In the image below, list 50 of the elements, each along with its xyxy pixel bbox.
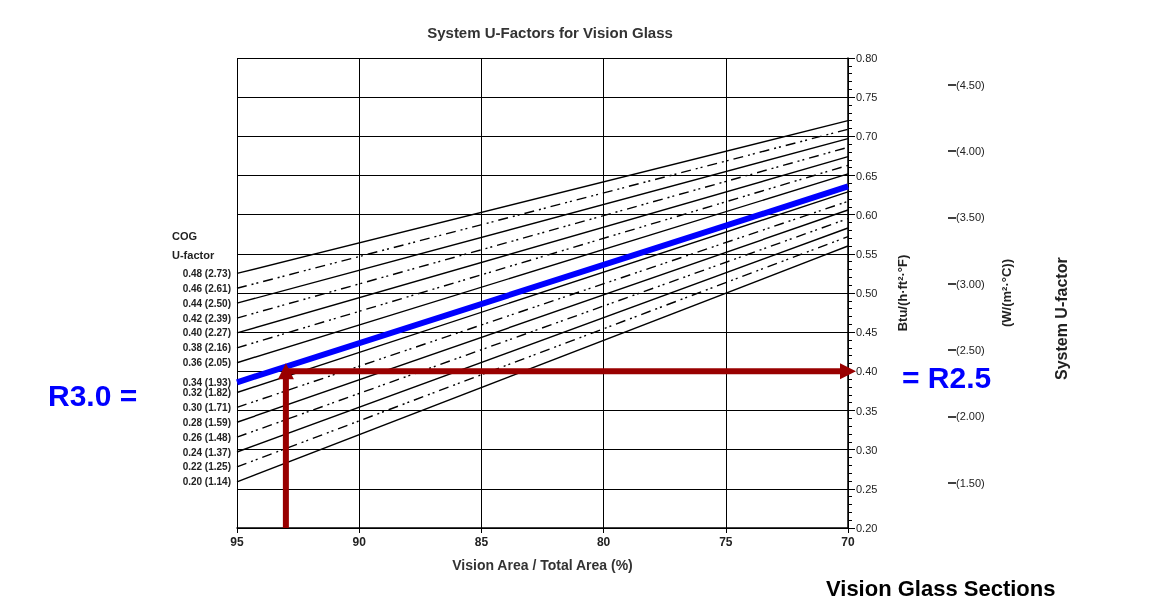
y2-axis-title: (W/(m²·°C)): [999, 258, 1014, 328]
y2-tick-label: (3.00): [956, 277, 985, 290]
y-tick-label: 0.35: [856, 404, 878, 417]
text: System U-factor: [1052, 257, 1070, 380]
y2-tick-label: (4.00): [956, 144, 985, 157]
series-label: 0.32 (1.82): [182, 386, 231, 398]
x-tick-label: 95: [230, 535, 244, 549]
y2-tick-label: (4.50): [956, 78, 985, 91]
y-tick-label: 0.65: [856, 169, 878, 182]
y-tick-label: 0.80: [856, 52, 878, 64]
x-tick-label: 80: [596, 535, 611, 549]
y-tick-label: 0.40: [856, 365, 878, 378]
text: = R2.5: [902, 360, 992, 394]
legend-title: COG U-factor: [172, 229, 215, 261]
series-label: 0.48 (2.73): [182, 267, 231, 279]
y-tick-label: 0.25: [856, 482, 878, 495]
y-tick-label: 0.45: [856, 326, 878, 339]
text: Vision Glass Sections: [826, 575, 1056, 601]
y-tick-label: 0.55: [856, 247, 878, 260]
x-axis-title: Vision Area / Total Area (%): [452, 557, 633, 573]
chart-title: System U-Factors for Vision Glass: [427, 24, 673, 41]
series-label: 0.28 (1.59): [182, 416, 231, 428]
y-tick-label: 0.20: [856, 522, 878, 534]
series-label: 0.36 (2.05): [182, 357, 231, 369]
y2-tick-label: (2.50): [956, 344, 985, 357]
y2-tick-label: (1.50): [956, 476, 985, 489]
y-tick-label: 0.30: [856, 443, 878, 456]
text: R3.0 =: [48, 378, 138, 412]
y2-tick-label: (2.00): [956, 410, 985, 423]
y-tick-label: 0.60: [856, 208, 878, 221]
series-label: 0.44 (2.50): [182, 297, 231, 309]
y2-tick-label: (3.50): [956, 211, 985, 224]
series-label: 0.22 (1.25): [182, 461, 231, 473]
x-tick-label: 85: [474, 535, 489, 549]
y-tick-label: 0.50: [856, 287, 878, 299]
x-tick-label: 75: [719, 535, 733, 549]
series-label: 0.20 (1.14): [182, 476, 231, 488]
series-label: 0.26 (1.48): [182, 431, 231, 443]
series-label: 0.34 (1.93): [182, 376, 231, 388]
series-label: 0.24 (1.37): [182, 446, 231, 458]
y-axis-title: Btu/(h·ft²·°F): [895, 254, 910, 332]
series-label: 0.38 (2.16): [182, 342, 231, 354]
y-tick-label: 0.75: [856, 91, 878, 104]
series-label: 0.30 (1.71): [182, 401, 231, 413]
series-label: 0.46 (2.61): [182, 282, 231, 294]
series-label: 0.40 (2.27): [182, 327, 231, 339]
series-label: 0.42 (2.39): [182, 312, 231, 324]
x-tick-label: 90: [352, 535, 367, 549]
y-tick-label: 0.70: [856, 130, 878, 143]
x-tick-label: 70: [841, 535, 855, 549]
